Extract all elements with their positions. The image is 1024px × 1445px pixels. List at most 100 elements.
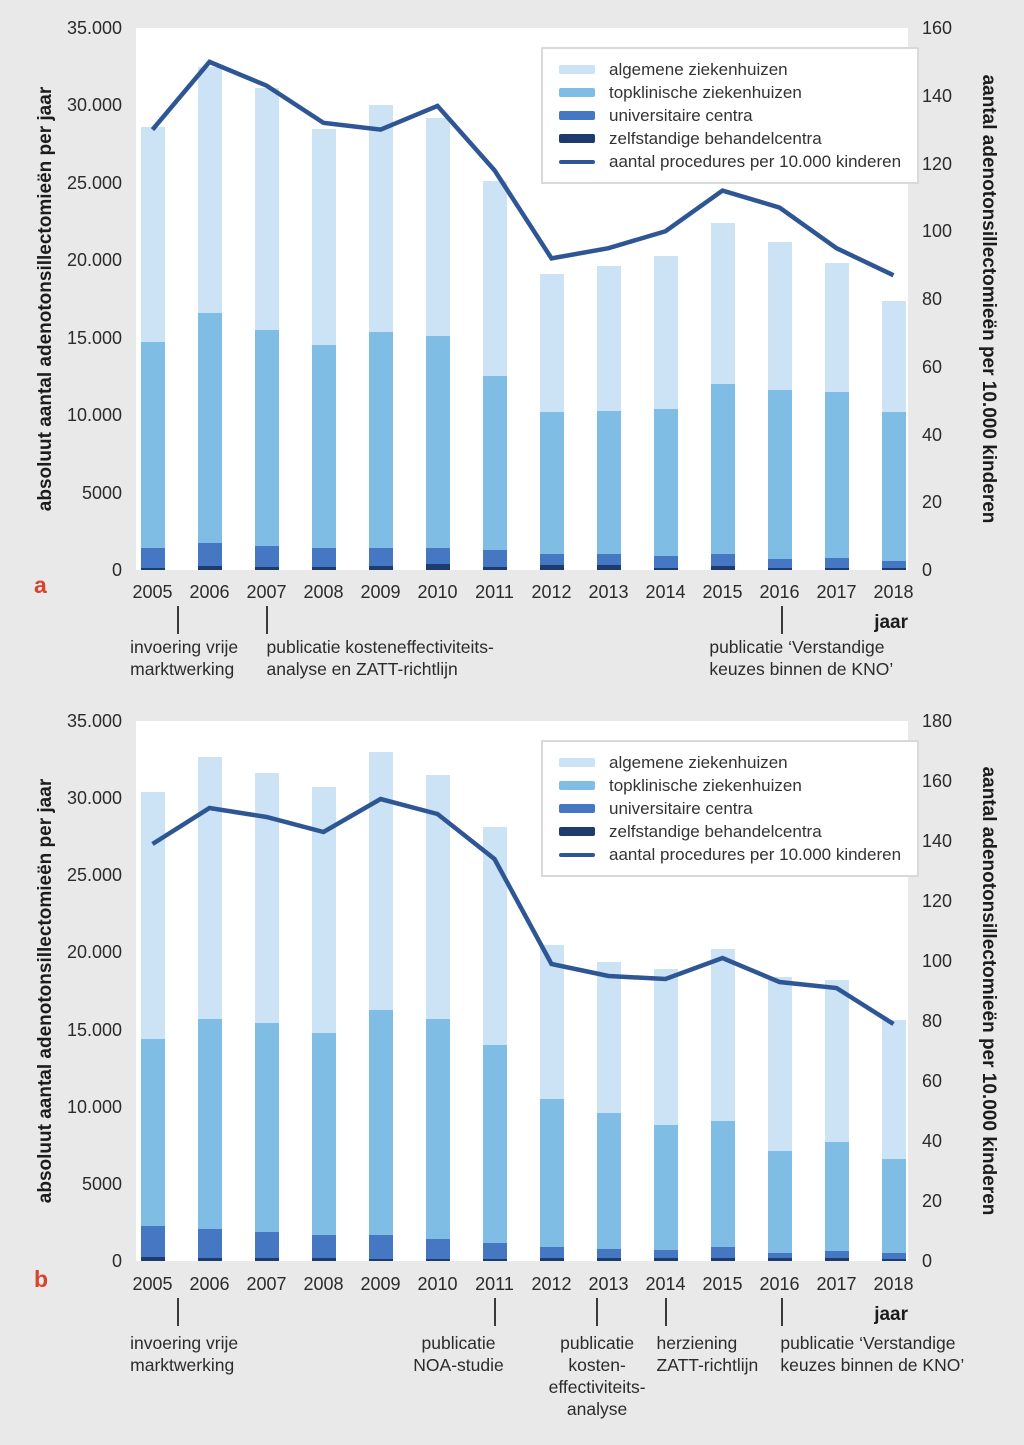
x-axis-tick-label: 2007	[246, 1274, 287, 1294]
bar-segment	[824, 567, 849, 570]
legend-item-label: aantal procedures per 10.000 kinderen	[609, 151, 902, 171]
bar-segment	[881, 1159, 906, 1254]
x-axis-tick-label: 2008	[303, 1274, 344, 1294]
bar-segment	[767, 977, 792, 1152]
bar-segment	[596, 266, 621, 411]
legend-color-swatch	[559, 134, 595, 143]
annotation-tick	[596, 1298, 599, 1326]
legend-item: zelfstandige behandelcentra	[559, 820, 901, 843]
legend-color-swatch	[559, 65, 595, 74]
left-axis-title: absoluut aantal adenotonsillectomieën pe…	[35, 778, 56, 1204]
x-axis-tick-label: 2017	[816, 582, 857, 602]
bar-segment	[824, 557, 849, 568]
y-left-tick-label: 20.000	[66, 250, 122, 271]
y-left-tick-label: 30.000	[66, 95, 122, 116]
bar-segment	[254, 1023, 279, 1232]
bar-segment	[539, 274, 564, 413]
bar-segment	[653, 408, 678, 557]
bar-segment	[653, 969, 678, 1126]
bar-segment	[596, 565, 621, 570]
annotation-tick	[177, 1298, 180, 1326]
bar-segment	[767, 1257, 792, 1261]
legend-item-label: universitaire centra	[609, 105, 753, 125]
y-right-tick-label: 160	[922, 18, 953, 38]
bar-segment	[653, 1125, 678, 1251]
bar-segment	[197, 566, 222, 570]
legend-item: zelfstandige behandelcentra	[559, 127, 901, 150]
bar-segment	[197, 1228, 222, 1258]
bar-segment	[368, 1258, 393, 1261]
bar-segment	[425, 1239, 450, 1259]
bar-segment	[881, 567, 906, 570]
bar-segment	[368, 751, 393, 1010]
bar-segment	[824, 263, 849, 392]
bar-segment	[425, 117, 450, 337]
y-right-tick-label: 120	[922, 153, 953, 174]
legend-item: universitaire centra	[559, 104, 901, 127]
bar-segment	[368, 1234, 393, 1259]
bar-segment	[140, 127, 165, 343]
legend-item: topklinische ziekenhuizen	[559, 774, 901, 797]
y-right-tick-label: 180	[922, 711, 953, 731]
legend-item-label: algemene ziekenhuizen	[609, 752, 788, 772]
x-axis-tick-label: 2010	[417, 1274, 458, 1294]
x-axis-tick-label: 2018	[873, 582, 914, 602]
bar-segment	[254, 329, 279, 546]
bar-segment	[254, 1257, 279, 1261]
y-left-tick-label: 10.000	[66, 1096, 122, 1117]
bar-segment	[767, 241, 792, 391]
legend-color-swatch	[559, 88, 595, 97]
x-axis-tick-label: 2009	[360, 1274, 401, 1294]
bar-segment	[140, 1038, 165, 1226]
bar-segment	[767, 567, 792, 570]
x-axis-tick-label: 2011	[475, 582, 514, 602]
legend-color-swatch	[559, 758, 595, 767]
bar-segment	[824, 980, 849, 1143]
legend-item-label: universitaire centra	[609, 798, 753, 818]
x-axis-tick-label: 2014	[645, 1274, 686, 1294]
x-axis-title: jaar	[874, 1304, 908, 1325]
legend-line-swatch	[559, 159, 595, 164]
y-right-tick-label: 40	[922, 424, 943, 445]
y-right-tick-label: 100	[922, 951, 953, 971]
y-right-tick-label: 20	[922, 1191, 943, 1211]
x-axis-tick-label: 2017	[816, 1274, 857, 1294]
bar-segment	[482, 827, 507, 1045]
x-axis-tick-label: 2006	[189, 582, 230, 602]
legend-item-label: topklinische ziekenhuizen	[609, 775, 802, 795]
legend-item-label: aantal procedures per 10.000 kinderen	[609, 844, 902, 864]
annotation-tick	[781, 606, 784, 634]
bar-segment	[710, 384, 735, 554]
y-left-tick-label: 35.000	[66, 711, 122, 731]
bar-segment	[140, 1257, 165, 1261]
y-right-tick-label: 100	[922, 221, 953, 242]
bar-segment	[539, 1099, 564, 1248]
bar-segment	[311, 547, 336, 567]
bar-segment	[140, 1225, 165, 1258]
x-axis-tick-label: 2009	[360, 582, 401, 602]
annotation-text: publicatie kosteneffectiviteits- analyse…	[266, 637, 494, 679]
y-right-tick-label: 60	[922, 1071, 943, 1091]
annotation-text: publicatie ‘Verstandige keuzes binnen de…	[780, 1333, 965, 1375]
bar-segment	[425, 1258, 450, 1261]
y-left-tick-label: 0	[111, 560, 122, 580]
x-axis-tick-label: 2012	[531, 1274, 572, 1294]
bar-segment	[767, 559, 792, 568]
trend-line	[151, 796, 895, 1026]
bar-segment	[254, 546, 279, 567]
annotation-text: publicatie kosten- effectiviteits- analy…	[548, 1333, 646, 1419]
bar-segment	[482, 1258, 507, 1261]
bar-segment	[710, 949, 735, 1121]
bar-segment	[710, 1247, 735, 1258]
annotation-tick	[781, 1298, 784, 1326]
bar-segment	[539, 1257, 564, 1261]
x-axis-tick-label: 2016	[759, 1274, 800, 1294]
bar-segment	[767, 1151, 792, 1253]
bar-segment	[710, 1120, 735, 1248]
y-right-tick-label: 140	[922, 85, 953, 106]
bar-segment	[881, 560, 906, 568]
y-left-tick-label: 25.000	[66, 865, 122, 886]
legend-color-swatch	[559, 827, 595, 836]
bar-segment	[824, 1257, 849, 1261]
